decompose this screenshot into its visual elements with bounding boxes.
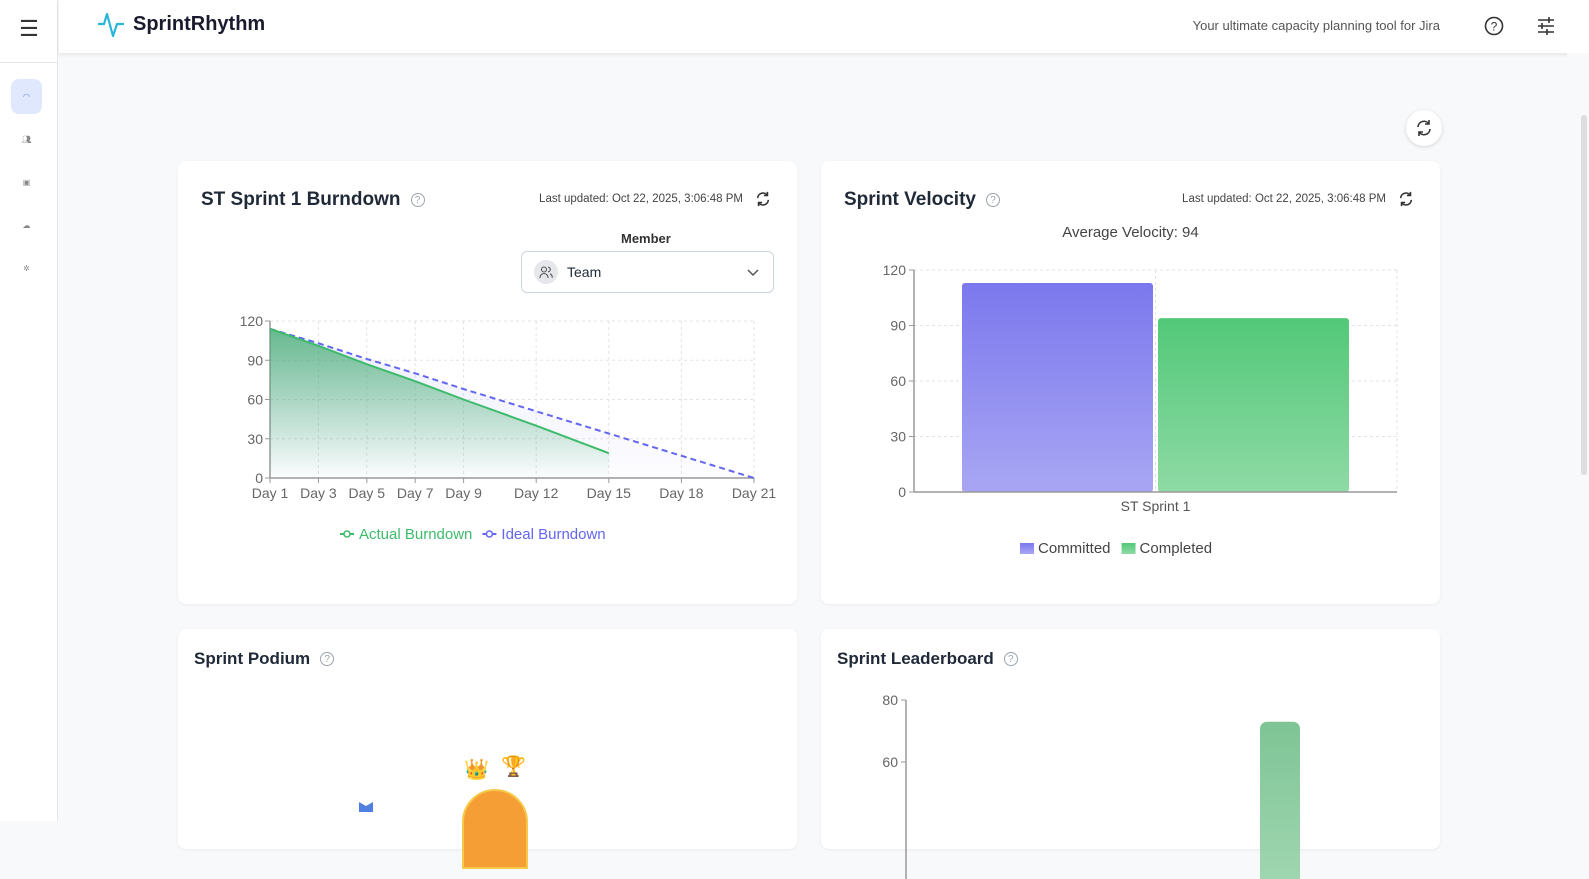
x-tick-label: Day 7 (397, 485, 434, 501)
x-tick-label: Day 9 (445, 485, 482, 501)
help-icon[interactable]: ? (410, 193, 425, 207)
clipboard-icon: ▣ (22, 178, 31, 187)
nav-cloud[interactable]: ☁︎ (11, 208, 42, 243)
x-tick-label: Day 1 (252, 485, 289, 501)
nav-settings[interactable]: ✲ (11, 251, 42, 286)
legend-swatch (1020, 543, 1034, 554)
help-icon[interactable]: ? (320, 652, 335, 666)
x-tick-label: Day 15 (587, 485, 632, 501)
team-avatar-icon (534, 260, 558, 284)
users-icon: 👥︎ (21, 135, 32, 144)
card-title: ST Sprint 1 Burndown (201, 189, 401, 210)
refresh-icon[interactable] (1398, 191, 1414, 207)
podium-card: Sprint Podium? 👑 🏆 (178, 629, 797, 869)
refresh-all-button[interactable] (1406, 110, 1442, 146)
card-title: Sprint Leaderboard (837, 649, 994, 668)
legend-marker-dot (485, 530, 494, 538)
sidebar: ☰ ◠ 👥︎ ▣ ☁︎ ✲ (0, 0, 58, 821)
line-ideal-burndown (269, 327, 755, 479)
member-select-value: Team (567, 264, 602, 280)
member-label: Member (621, 231, 671, 246)
x-tick-label: Day 21 (732, 485, 777, 501)
y-tick-label: 90 (890, 318, 906, 334)
second-place-badge-icon (359, 802, 373, 812)
y-tick-label: 80 (882, 692, 898, 708)
x-tick-label: Day 18 (659, 485, 704, 501)
x-tick-label: Day 3 (300, 485, 337, 501)
area-actual-burndown (270, 328, 609, 478)
help-icon[interactable]: ? (1003, 652, 1018, 666)
bar-completed (1158, 318, 1349, 492)
refresh-icon (1417, 120, 1431, 136)
y-tick-label: 30 (247, 431, 263, 447)
average-velocity: Average Velocity: 94 (1062, 224, 1199, 241)
leaderboard-card: Sprint Leaderboard? 60 80 (821, 629, 1440, 879)
y-tick-label: 90 (247, 352, 263, 368)
scrollbar[interactable] (1567, 53, 1589, 821)
card-title: Sprint Podium (194, 649, 311, 668)
legend-marker-dot (343, 530, 351, 538)
y-tick-label: 30 (890, 429, 906, 445)
app-name: SprintRhythm (133, 12, 266, 35)
logo[interactable]: SprintRhythm (97, 10, 265, 38)
crown-icon: 👑 (464, 759, 489, 781)
y-tick-label: 120 (883, 262, 907, 278)
leaderboard-chart: 60 80 (882, 692, 1300, 879)
help-icon[interactable]: ? (1482, 14, 1506, 38)
leaderboard-title-row: Sprint Leaderboard? (837, 649, 1018, 669)
legend-swatch (1121, 543, 1136, 554)
velocity-card: Sprint Velocity? Last updated: Oct 22, 2… (821, 161, 1440, 604)
y-tick-label: 120 (240, 313, 264, 329)
legend-label: Actual Burndown (359, 526, 472, 543)
burndown-card: ST Sprint 1 Burndown? Last updated: Oct … (178, 161, 797, 604)
hamburger-menu-icon[interactable]: ☰ (19, 16, 39, 41)
sliders-icon[interactable] (1534, 14, 1558, 38)
leaderboard-bar (1260, 721, 1300, 879)
nav-team[interactable]: 👥︎ (11, 122, 42, 157)
bar-committed (962, 282, 1153, 492)
gauge-icon: ◠ (23, 92, 30, 101)
member-select[interactable]: Team (521, 251, 774, 293)
tagline: Your ultimate capacity planning tool for… (1192, 18, 1440, 33)
last-updated: Last updated: Oct 22, 2025, 3:06:48 PM (539, 191, 771, 207)
y-tick-label: 60 (890, 373, 906, 389)
legend-label: Completed (1140, 540, 1213, 557)
scrollbar-thumb[interactable] (1581, 115, 1587, 475)
top-header: SprintRhythm Your ultimate capacity plan… (59, 0, 1589, 53)
last-updated-text: Last updated: Oct 22, 2025, 3:06:48 PM (1182, 193, 1386, 205)
card-title: Sprint Velocity (844, 189, 976, 210)
y-tick-label: 60 (247, 392, 263, 408)
velocity-chart: 0 30 60 90 120 ST Sprint 1 Committed Completed (883, 262, 1398, 557)
chevron-down-icon (747, 269, 759, 277)
last-updated: Last updated: Oct 22, 2025, 3:06:48 PM (1182, 191, 1414, 207)
divider (0, 62, 58, 63)
cloud-icon: ☁︎ (22, 221, 31, 230)
legend-label: Committed (1038, 540, 1111, 557)
pulse-logo-icon (98, 12, 124, 38)
legend-label: Ideal Burndown (501, 526, 605, 543)
last-updated-text: Last updated: Oct 22, 2025, 3:06:48 PM (539, 193, 743, 205)
refresh-icon[interactable] (755, 191, 771, 207)
y-tick-label: 60 (882, 754, 898, 770)
burndown-chart: 0 30 60 90 120 Day 1 Day 3 Day 5 Day 7 Day 9 Day 1… (240, 313, 777, 543)
help-icon[interactable]: ? (985, 193, 1000, 207)
y-tick-label: 0 (255, 470, 263, 486)
podium-title-row: Sprint Podium? (194, 649, 335, 669)
x-tick-label: ST Sprint 1 (1121, 498, 1191, 514)
svg-text:?: ? (1491, 20, 1498, 34)
x-tick-label: Day 5 (349, 485, 386, 501)
trophy-icon: 🏆 (501, 756, 526, 778)
nav-planning[interactable]: ▣ (11, 165, 42, 200)
x-tick-label: Day 12 (514, 485, 559, 501)
y-tick-label: 0 (898, 484, 906, 500)
velocity-title-row: Sprint Velocity? (844, 189, 1000, 211)
burndown-title-row: ST Sprint 1 Burndown? (201, 189, 425, 211)
first-place-avatar (462, 789, 528, 869)
line-actual-burndown (269, 327, 610, 455)
settings-icon: ✲ (23, 264, 30, 273)
nav-dashboard[interactable]: ◠ (11, 79, 42, 114)
